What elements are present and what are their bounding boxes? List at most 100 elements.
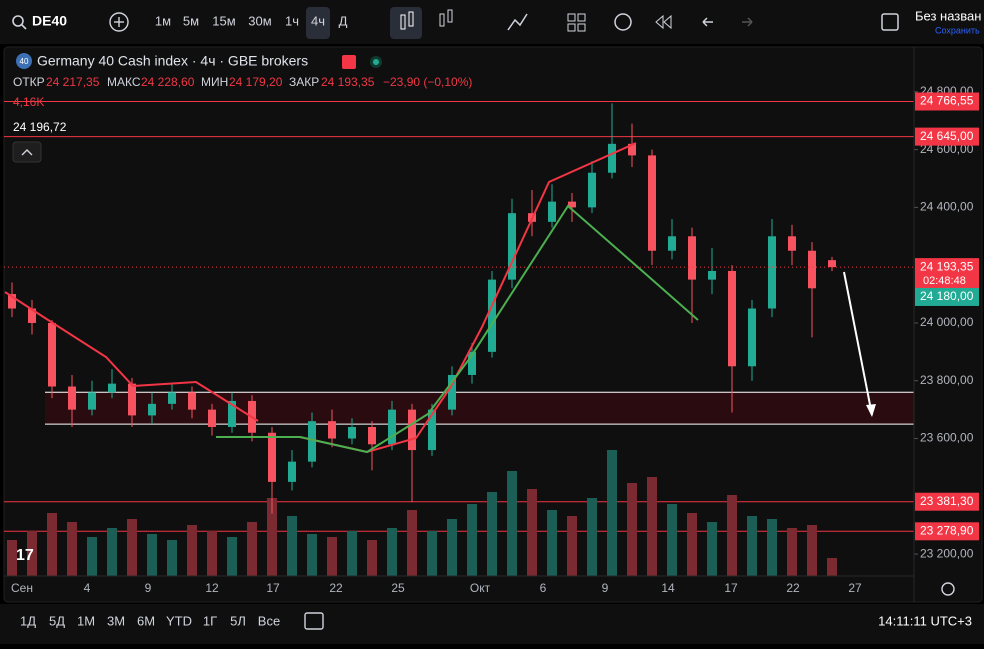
candle-body (808, 250, 816, 289)
chart-type-button[interactable] (390, 7, 422, 39)
candle-body (648, 155, 656, 251)
layout-icon[interactable] (567, 13, 576, 22)
arrow-drawing[interactable] (843, 271, 873, 416)
replay-icon[interactable] (655, 14, 672, 30)
y-tick-label: 24 000,00 (920, 315, 974, 329)
range-button[interactable]: Все (258, 613, 280, 628)
countdown: 02:48:48 (923, 275, 966, 287)
layout-name[interactable]: Без назван (915, 8, 981, 23)
volume-bar (627, 483, 637, 576)
clock[interactable]: 14:11:11 UTC+3 (878, 613, 972, 628)
interval-active (306, 7, 330, 39)
bid-label: 24 180,00 (920, 289, 974, 303)
price-label: 24 193,35 (920, 259, 974, 273)
candle-body (368, 426, 376, 445)
interval-button[interactable]: 1ч (285, 13, 299, 28)
y-tick-label: 23 800,00 (920, 373, 974, 387)
volume-bar (227, 537, 237, 576)
volume-bar (427, 531, 437, 576)
candle-body (328, 421, 336, 439)
volume-bar (367, 540, 377, 576)
price-badge (915, 258, 979, 289)
volume-bar (407, 510, 417, 576)
interval-button[interactable]: 4ч (311, 13, 325, 28)
range-button[interactable]: 1М (77, 613, 95, 628)
search-icon[interactable] (12, 15, 24, 27)
tv-logo-mark: 17 (16, 547, 34, 564)
volume-bar (207, 531, 217, 576)
candle-body (788, 236, 796, 251)
candle-body (88, 392, 96, 410)
volume-bar (327, 537, 337, 576)
volume-bar (267, 498, 277, 576)
volume-bar (187, 525, 197, 576)
x-tick-label: Сен (11, 581, 33, 595)
volume-bar (727, 495, 737, 576)
undo-icon[interactable] (702, 17, 713, 27)
x-tick-label: 12 (205, 581, 219, 595)
series-title[interactable]: Germany 40 Cash index · 4ч · GBE brokers (37, 53, 308, 69)
volume-bar (247, 522, 257, 576)
bar-icon (447, 9, 453, 23)
range-button[interactable]: 5Л (230, 613, 246, 628)
level-badge (915, 522, 979, 541)
volume-bar (707, 522, 717, 576)
candle-body (668, 236, 676, 251)
candle-icon (400, 14, 406, 30)
candle-body (628, 143, 636, 156)
y-tick-label: 23 200,00 (920, 546, 974, 560)
candle-body (488, 279, 496, 352)
candle-body (688, 236, 696, 280)
candle-body (768, 236, 776, 309)
collapse-legend[interactable] (12, 141, 42, 163)
range-button[interactable]: YTD (166, 613, 192, 628)
ohlc-low: 24 179,20 (229, 75, 283, 89)
interval-button[interactable]: 30м (248, 13, 271, 28)
search-icon-handle (21, 24, 27, 30)
x-tick-label: 22 (329, 581, 343, 595)
volume-bar (767, 519, 777, 576)
status-dot-core (373, 59, 379, 65)
range-button[interactable]: 6М (137, 613, 155, 628)
range-button[interactable]: 1Д (20, 613, 36, 628)
candle-body (348, 426, 356, 439)
x-tick-label: 27 (848, 581, 862, 595)
interval-button[interactable]: 15м (212, 13, 235, 28)
footer (0, 604, 984, 644)
interval-button[interactable]: Д (339, 13, 348, 28)
bid-badge (915, 287, 979, 306)
settings-icon[interactable] (941, 582, 955, 596)
bar-icon[interactable] (439, 13, 445, 27)
save-button[interactable]: Сохранить (935, 25, 980, 35)
range-button[interactable]: 1Г (203, 613, 217, 628)
candle-body (168, 392, 176, 404)
y-tick-label: 23 600,00 (920, 431, 974, 445)
redo-icon[interactable] (742, 17, 753, 27)
level-badge (915, 492, 979, 511)
volume-bar (607, 450, 617, 576)
interval-button[interactable]: 5м (183, 13, 199, 28)
level-label: 24 766,55 (920, 94, 974, 108)
zigzag-drawing[interactable] (216, 204, 699, 454)
x-tick-label: 22 (786, 581, 800, 595)
volume-bar (347, 531, 357, 576)
symbol-badge-text: 40 (20, 57, 29, 66)
flag-icon[interactable] (342, 55, 356, 69)
alert-icon[interactable] (614, 13, 632, 31)
x-tick-label: 14 (661, 581, 675, 595)
indicators-icon[interactable] (507, 13, 528, 31)
candle-body (828, 260, 836, 268)
zigzag-drawing[interactable] (4, 291, 259, 422)
goto-date-icon[interactable] (304, 612, 324, 630)
candle-body (448, 374, 456, 410)
y-tick-label: 24 400,00 (920, 200, 974, 214)
symbol[interactable]: DE40 (32, 13, 67, 29)
layout-checkbox[interactable] (881, 13, 899, 31)
range-button[interactable]: 3М (107, 613, 125, 628)
add-symbol[interactable] (109, 12, 129, 32)
candle-body (548, 201, 556, 222)
volume-bar (107, 528, 117, 576)
interval-button[interactable]: 1м (155, 13, 171, 28)
range-button[interactable]: 5Д (49, 613, 65, 628)
